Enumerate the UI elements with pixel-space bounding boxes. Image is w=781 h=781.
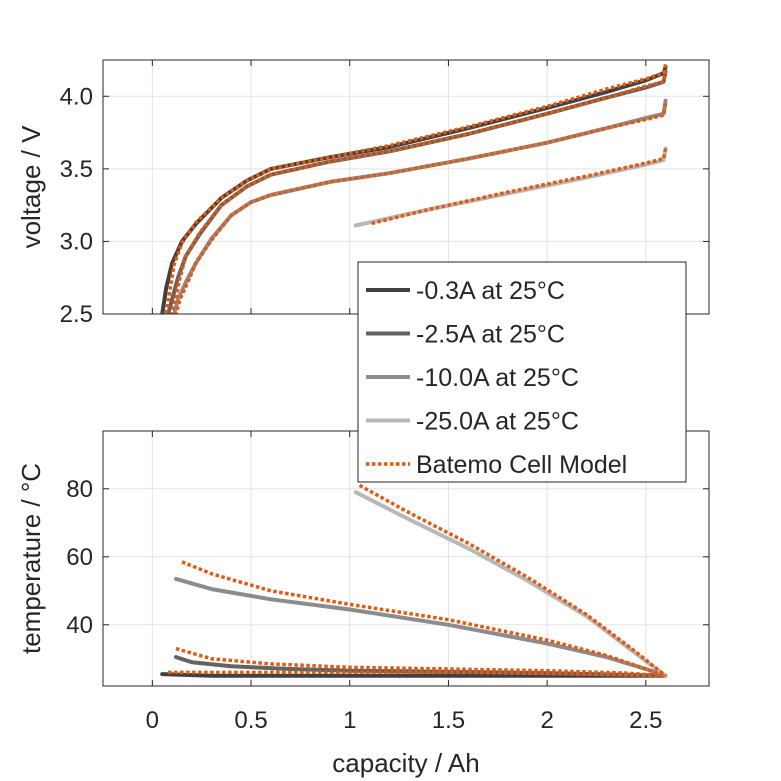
legend-label: Batemo Cell Model	[416, 451, 627, 479]
series-group	[160, 64, 668, 314]
legend-label: -0.3A at 25°C	[416, 277, 565, 305]
temperature-plot: 40 60 80 0 0.5 1 1.5 2 2.5 temperature / °C capaci…	[16, 430, 710, 778]
y-axis-label: temperature / °C	[16, 463, 46, 654]
series-line-model	[168, 670, 666, 678]
series-line-model	[358, 483, 667, 678]
y-tick-label: 80	[66, 476, 93, 503]
y-tick-label: 3.5	[60, 156, 93, 183]
y-axis-label: voltage / V	[16, 125, 46, 249]
legend-box	[357, 261, 687, 483]
series-line-model	[175, 646, 666, 678]
y-tick-label: 3.0	[60, 228, 93, 255]
y-tick-label: 40	[66, 612, 93, 639]
legend-label: -25.0A at 25°C	[416, 408, 579, 436]
legend-label: -10.0A at 25°C	[416, 364, 579, 392]
legend: -0.3A at 25°C -2.5A at 25°C -10.0A at 25°C…	[357, 261, 687, 483]
x-tick-label: 1.5	[432, 707, 465, 734]
series-line-25-0a-at-25-c	[353, 146, 668, 228]
series-line-model	[170, 69, 668, 314]
legend-label: -2.5A at 25°C	[416, 321, 565, 349]
series-line-model	[181, 560, 667, 678]
series-group	[160, 483, 668, 678]
x-tick-label: 0	[146, 707, 159, 734]
y-tick-label: 4.0	[60, 83, 93, 110]
x-tick-label: 1	[343, 707, 356, 734]
x-tick-label: 0.5	[234, 707, 267, 734]
y-tick-label: 2.5	[60, 301, 93, 328]
series-line-model	[164, 64, 668, 314]
y-tick-label: 60	[66, 544, 93, 571]
series-line-model	[174, 103, 668, 314]
x-tick-label: 2.5	[629, 707, 662, 734]
x-tick-label: 2	[540, 707, 553, 734]
x-axis-label: capacity / Ah	[332, 748, 479, 778]
